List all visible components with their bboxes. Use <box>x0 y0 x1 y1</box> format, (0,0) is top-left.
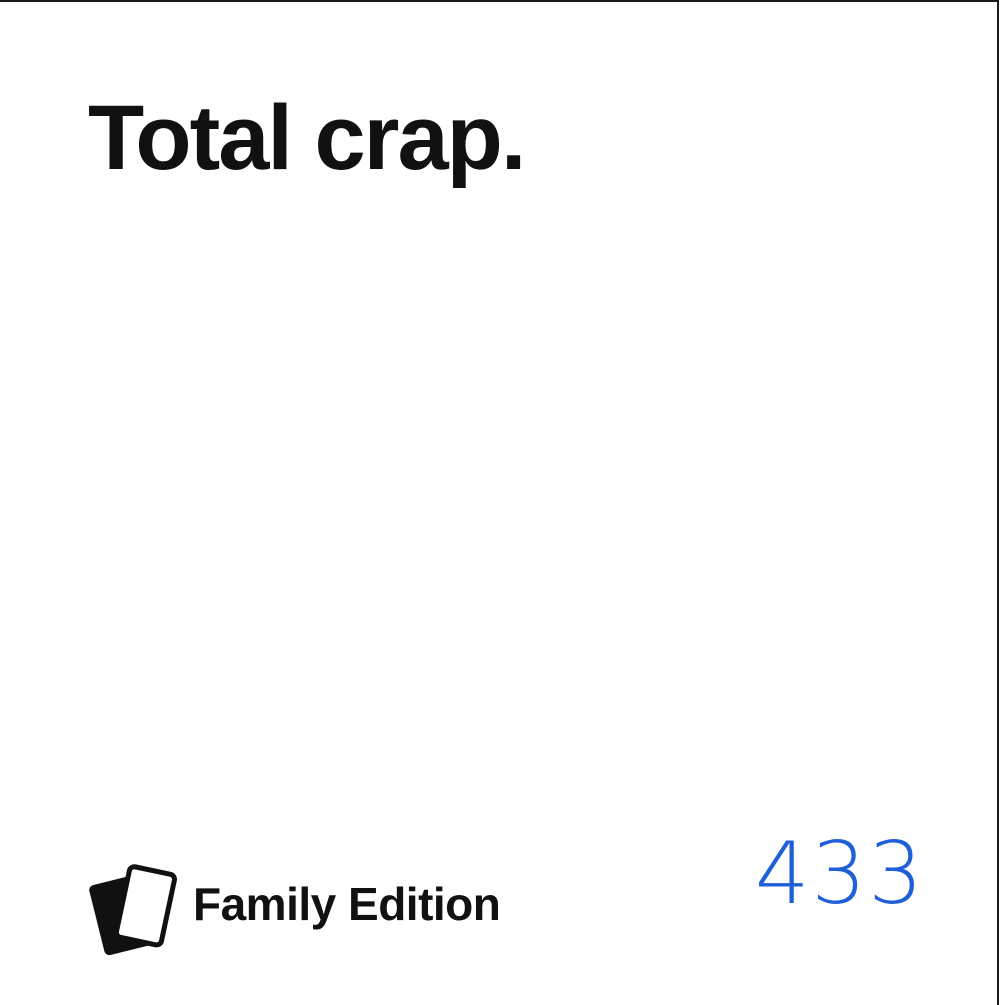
card-number: 433 <box>754 824 925 924</box>
card-text: Total crap. <box>88 87 526 189</box>
edition-label: Family Edition <box>193 878 501 930</box>
stacked-cards-icon <box>89 864 177 956</box>
